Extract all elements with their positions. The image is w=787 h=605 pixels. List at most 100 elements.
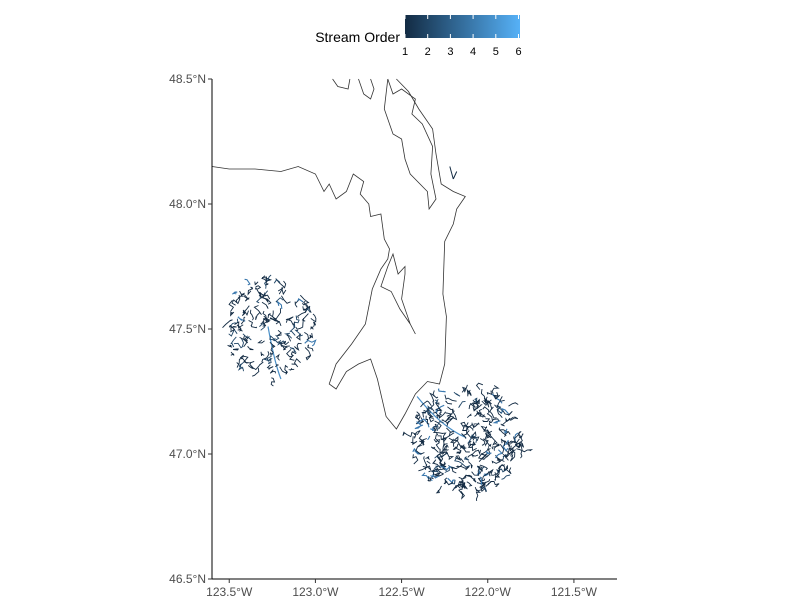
stream-segment (275, 297, 284, 304)
stream-segment (492, 420, 501, 424)
stream-segment (230, 336, 237, 348)
legend-tick-label: 5 (493, 46, 499, 58)
stream-segment (479, 438, 486, 446)
stream-segment (269, 308, 281, 321)
stream-segment (276, 329, 283, 337)
stream-segment (510, 449, 516, 457)
stream-segment (477, 452, 487, 463)
stream-segment (446, 415, 455, 425)
stream-segment (475, 398, 480, 408)
stream-segment (447, 406, 454, 412)
stream-segment (284, 332, 293, 339)
stream-segment (467, 444, 477, 452)
x-tick-label: 121.5°W (551, 585, 598, 599)
stream-segment (454, 457, 465, 463)
legend-tick-label: 6 (515, 46, 521, 58)
stream-segment (430, 427, 435, 432)
stream-segment (431, 465, 440, 473)
stream-segment (267, 313, 271, 319)
stream-segment (483, 448, 491, 461)
stream-segment (462, 484, 468, 490)
stream-segment (237, 363, 244, 371)
stream-segment (513, 432, 519, 441)
stream-segment (228, 299, 235, 312)
stream-segment (410, 432, 417, 439)
stream-segment (500, 416, 514, 427)
stream-segment (449, 166, 458, 180)
stream-segment (473, 422, 480, 428)
stream-segment (248, 362, 254, 370)
stream-segment (496, 404, 504, 414)
stream-segment (475, 382, 484, 390)
legend-tick-label: 3 (447, 46, 453, 58)
stream-segment (461, 445, 470, 453)
stream-segment (494, 472, 501, 478)
stream-segment (427, 476, 434, 482)
stream-segment (426, 410, 431, 415)
stream-segment (504, 450, 510, 461)
stream-segment (517, 433, 524, 445)
stream-segment (304, 332, 309, 343)
stream-segment (236, 358, 240, 368)
stream-segment (255, 285, 262, 290)
stream-segment (241, 309, 249, 317)
stream-segment (474, 483, 486, 492)
stream-segment (254, 281, 259, 286)
stream-segment (502, 410, 513, 416)
stream-segment (417, 440, 425, 448)
stream-segment (520, 446, 523, 459)
stream-segment (503, 428, 508, 434)
stream-segment (508, 402, 519, 407)
stream-segment (491, 385, 500, 395)
stream-segment (516, 448, 534, 453)
legend-tick-label: 1 (402, 46, 408, 58)
y-tick-label: 47.0°N (169, 447, 206, 461)
coastline-layer (211, 78, 466, 430)
stream-segment (491, 457, 501, 464)
y-tick-label: 46.5°N (169, 572, 206, 586)
stream-segment (414, 421, 424, 430)
stream-segment (471, 431, 477, 439)
stream-segment (429, 392, 435, 402)
stream-segment (494, 449, 503, 459)
stream-segment (275, 353, 280, 361)
x-axis-ticks: 123.5°W 123.0°W 122.5°W 122.0°W 121.5°W (206, 579, 598, 599)
stream-segment (444, 465, 456, 473)
stream-segment (434, 437, 440, 444)
stream-segment (280, 342, 288, 349)
stream-segment (310, 313, 317, 323)
stream-segment (254, 286, 265, 297)
stream-segment (240, 316, 246, 325)
stream-segment (485, 481, 492, 487)
stream-segment (289, 347, 297, 354)
stream-segment (508, 445, 512, 452)
stream-segment (499, 444, 505, 454)
stream-segment (492, 392, 501, 400)
stream-segment (437, 405, 442, 416)
stream-segment (242, 333, 252, 341)
stream-segment (475, 449, 481, 456)
stream-segment (453, 391, 461, 397)
stream-segment (410, 436, 418, 446)
stream-segment (513, 436, 520, 444)
stream-segment (294, 298, 304, 308)
stream-segment (486, 412, 493, 421)
stream-segment (257, 339, 265, 344)
stream-segment (415, 411, 421, 425)
stream-segment (448, 437, 454, 444)
stream-segment (437, 472, 444, 477)
stream-segment (425, 415, 430, 425)
stream-segment (494, 475, 497, 481)
legend-tick-label: 2 (425, 46, 431, 58)
stream-segment (458, 474, 467, 480)
stream-segment (445, 412, 453, 417)
stream-segment (297, 311, 306, 319)
stream-segment (455, 455, 462, 461)
stream-segment (485, 432, 492, 439)
stream-segment (467, 461, 473, 469)
stream-segment (482, 406, 493, 414)
stream-segment (235, 296, 241, 304)
stream-segment (490, 464, 506, 476)
stream-segment (494, 400, 502, 409)
stream-segment (479, 412, 486, 418)
